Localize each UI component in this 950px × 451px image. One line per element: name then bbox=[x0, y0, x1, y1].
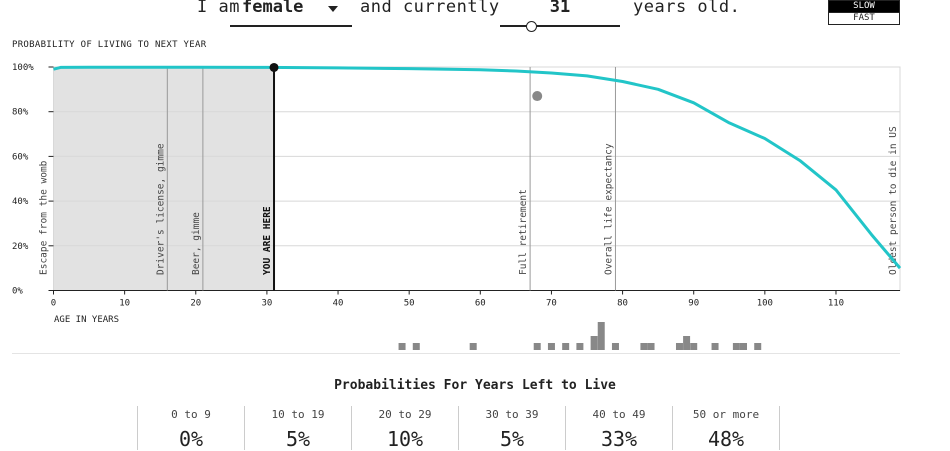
milestone-label: Overall life expectancy bbox=[603, 143, 614, 275]
age-slider-thumb[interactable] bbox=[526, 21, 538, 32]
death-bar bbox=[590, 336, 598, 350]
y-tick-label: 40% bbox=[12, 197, 29, 207]
distribution-table: 0 to 9 0% 10 to 19 5% 20 to 29 10% 30 to… bbox=[137, 406, 780, 451]
death-bar bbox=[576, 343, 584, 350]
y-tick-label: 20% bbox=[12, 242, 29, 252]
milestone-label: Beer, gimme bbox=[191, 212, 202, 275]
y-tick-label: 60% bbox=[12, 152, 29, 162]
x-tick-label: 80 bbox=[617, 299, 628, 309]
death-bar bbox=[740, 343, 748, 350]
x-tick-label: 40 bbox=[333, 299, 344, 309]
death-bar bbox=[647, 343, 655, 350]
x-tick-label: 70 bbox=[546, 299, 557, 309]
milestone-label: Full retirement bbox=[518, 189, 529, 275]
death-bar bbox=[547, 343, 555, 350]
bin-label: 20 to 29 bbox=[378, 408, 432, 421]
x-tick-label: 100 bbox=[757, 299, 773, 309]
death-bar bbox=[398, 343, 406, 350]
age-slider-track[interactable] bbox=[500, 25, 620, 27]
bin-value: 33% bbox=[600, 427, 638, 451]
death-bar bbox=[533, 343, 541, 350]
death-bar bbox=[683, 336, 691, 350]
bin-value: 0% bbox=[178, 427, 204, 451]
age-slider[interactable] bbox=[500, 21, 620, 32]
death-bar bbox=[754, 343, 762, 350]
sex-select[interactable]: female bbox=[230, 0, 352, 27]
middle-text: and currently bbox=[360, 0, 500, 17]
distribution-bin: 0 to 9 0% bbox=[137, 406, 244, 451]
intro-text: I am bbox=[197, 0, 240, 17]
x-tick-label: 60 bbox=[475, 299, 486, 309]
milestone-label: Escape from the womb bbox=[39, 160, 50, 275]
controls-bar: I am female and currently 31 years old. … bbox=[0, 0, 950, 34]
death-bar bbox=[562, 343, 570, 350]
death-bar bbox=[732, 343, 740, 350]
milestone-label: YOU ARE HERE bbox=[262, 206, 273, 275]
death-bar bbox=[611, 343, 619, 350]
distribution-bin: 40 to 49 33% bbox=[565, 406, 672, 451]
death-bar bbox=[711, 343, 719, 350]
bin-value: 10% bbox=[386, 427, 424, 451]
distribution-bin: 20 to 29 10% bbox=[351, 406, 458, 451]
bin-label: 0 to 9 bbox=[171, 408, 211, 421]
milestone-label: Driver's license, gimme bbox=[155, 143, 166, 275]
death-bar bbox=[675, 343, 683, 350]
simulation-dot bbox=[532, 91, 543, 102]
x-tick-label: 30 bbox=[261, 299, 272, 309]
chart-title: PROBABILITY OF LIVING TO NEXT YEAR bbox=[12, 40, 207, 50]
speed-slow-button[interactable]: SLOW bbox=[828, 0, 900, 13]
y-tick-label: 80% bbox=[12, 108, 29, 118]
y-tick-label: 0% bbox=[12, 287, 23, 297]
x-tick-label: 110 bbox=[828, 299, 844, 309]
x-tick-label: 20 bbox=[190, 299, 201, 309]
death-bar bbox=[640, 343, 648, 350]
distribution-title: Probabilities For Years Left to Live bbox=[334, 378, 616, 393]
age-value: 31 bbox=[549, 0, 571, 17]
suffix-text: years old. bbox=[633, 0, 741, 17]
x-tick-label: 90 bbox=[688, 299, 699, 309]
chevron-down-icon bbox=[328, 6, 338, 12]
bin-label: 50 or more bbox=[692, 408, 760, 421]
bin-value: 5% bbox=[499, 427, 525, 451]
death-bar bbox=[412, 343, 420, 350]
bin-label: 40 to 49 bbox=[592, 408, 646, 421]
distribution-bin: 30 to 39 5% bbox=[458, 406, 565, 451]
lived-region bbox=[53, 67, 275, 291]
y-tick-label: 100% bbox=[12, 63, 34, 73]
distribution-bin: 10 to 19 5% bbox=[244, 406, 351, 451]
x-tick-label: 50 bbox=[404, 299, 415, 309]
distribution-bin: 50 or more 48% bbox=[672, 406, 780, 451]
death-bar bbox=[690, 343, 698, 350]
x-tick-label: 0 bbox=[51, 299, 56, 309]
bin-label: 30 to 39 bbox=[485, 408, 539, 421]
current-age-dot bbox=[269, 62, 279, 72]
survival-chart: 0% 20% 40% 60% 80% 100% 0 10 20 30 40 50 60 70 80 90 100… bbox=[12, 62, 902, 354]
speed-fast-button[interactable]: FAST bbox=[828, 13, 900, 25]
sex-select-value: female bbox=[242, 0, 304, 17]
x-tick-label: 10 bbox=[119, 299, 130, 309]
bin-value: 48% bbox=[707, 427, 745, 451]
survival-line bbox=[53, 65, 902, 270]
bin-label: 10 to 19 bbox=[271, 408, 325, 421]
milestone-label: Oldest person to die in US bbox=[888, 126, 899, 275]
speed-toggle: SLOW FAST bbox=[828, 0, 900, 25]
death-bar bbox=[597, 322, 605, 350]
death-bar bbox=[469, 343, 477, 350]
bin-value: 5% bbox=[285, 427, 311, 451]
x-axis-label: AGE IN YEARS bbox=[54, 315, 120, 325]
